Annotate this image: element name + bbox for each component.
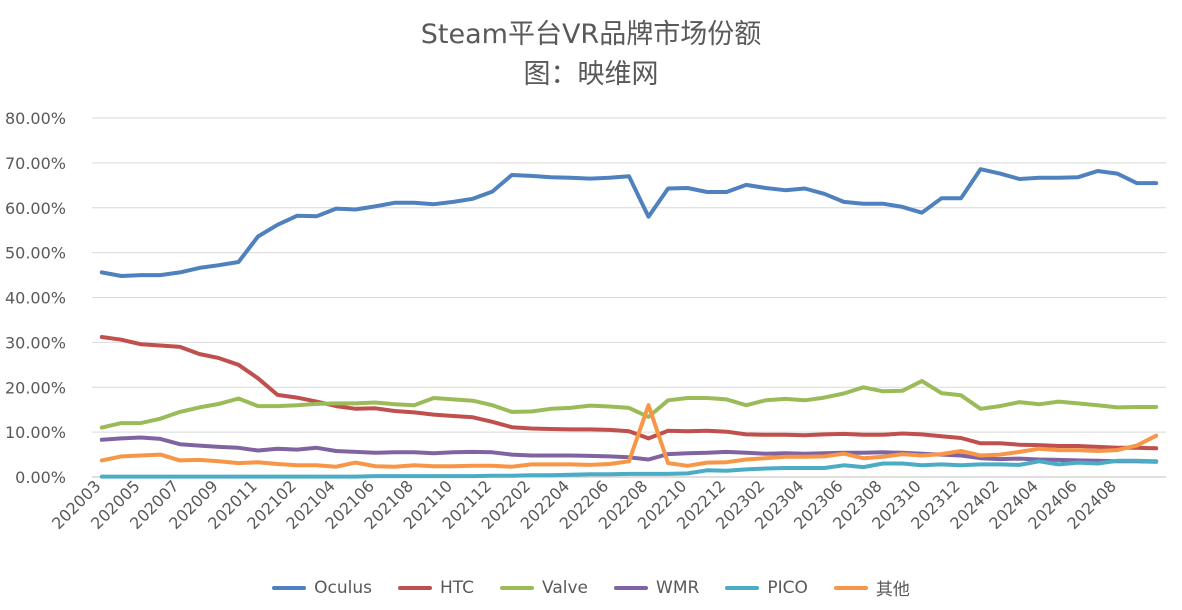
legend-item: Valve — [500, 575, 588, 600]
legend-item: HTC — [398, 575, 474, 600]
series-line-HTC — [99, 335, 1159, 451]
legend-label: WMR — [656, 577, 700, 598]
legend-swatch — [398, 585, 432, 590]
legend-item: WMR — [614, 575, 699, 600]
y-tick-label: 80.00% — [5, 109, 66, 128]
series-line-其他 — [99, 403, 1159, 469]
chart-title: Steam平台VR品牌市场份额 — [420, 19, 762, 50]
y-tick-label: 60.00% — [5, 199, 66, 218]
legend-swatch — [500, 585, 535, 590]
y-tick-label: 30.00% — [5, 333, 66, 352]
legend-item: PICO — [725, 575, 808, 600]
series-line-Valve — [99, 379, 1159, 430]
legend-label: HTC — [440, 577, 475, 598]
chart-subtitle: 图：映维网 — [523, 59, 659, 90]
legend-swatch — [833, 585, 868, 590]
legend-swatch — [725, 585, 760, 590]
y-tick-label: 10.00% — [5, 423, 66, 442]
legend-item: 其他 — [833, 575, 910, 600]
legend-label: 其他 — [875, 580, 910, 600]
y-tick-label: 50.00% — [5, 244, 66, 263]
legend-label: Oculus — [314, 577, 372, 598]
chart-legend: Oculus HTC Valve WMR PICO 其他 — [0, 575, 1182, 600]
legend-swatch — [272, 585, 307, 590]
legend-item: Oculus — [272, 575, 372, 600]
y-tick-label: 40.00% — [5, 289, 66, 308]
legend-label: PICO — [767, 577, 808, 598]
series-line-Oculus — [99, 167, 1159, 278]
y-tick-label: 20.00% — [5, 378, 66, 397]
y-tick-label: 70.00% — [5, 154, 66, 173]
legend-label: Valve — [542, 577, 589, 598]
y-tick-label: 0.00% — [15, 468, 66, 487]
legend-swatch — [614, 585, 649, 590]
series-line-PICO — [99, 458, 1159, 479]
